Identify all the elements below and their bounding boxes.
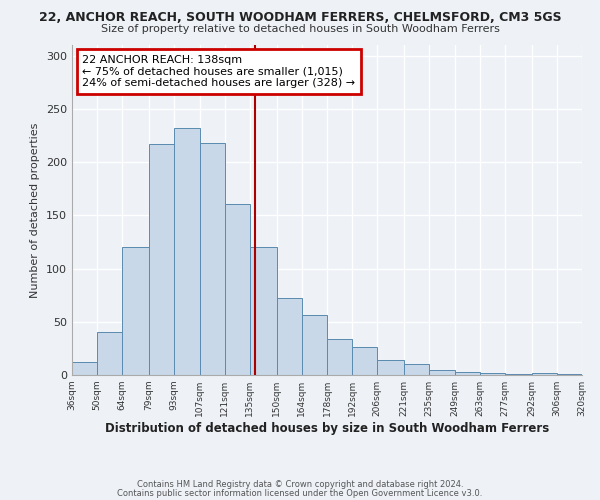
Bar [250,248,277,375]
Text: Contains HM Land Registry data © Crown copyright and database right 2024.: Contains HM Land Registry data © Crown c… [137,480,463,489]
Bar [455,372,479,375]
Bar [532,373,557,375]
Bar [149,144,175,375]
Bar [327,339,352,375]
Bar [479,373,505,375]
Bar [404,364,430,375]
Text: Contains public sector information licensed under the Open Government Licence v3: Contains public sector information licen… [118,489,482,498]
Bar [224,204,250,375]
Bar [72,362,97,375]
Text: Size of property relative to detached houses in South Woodham Ferrers: Size of property relative to detached ho… [101,24,499,34]
Bar [505,374,532,375]
Bar [97,332,122,375]
X-axis label: Distribution of detached houses by size in South Woodham Ferrers: Distribution of detached houses by size … [105,422,549,435]
Bar [122,248,149,375]
Bar [175,128,199,375]
Y-axis label: Number of detached properties: Number of detached properties [31,122,40,298]
Text: 22 ANCHOR REACH: 138sqm
← 75% of detached houses are smaller (1,015)
24% of semi: 22 ANCHOR REACH: 138sqm ← 75% of detache… [82,55,355,88]
Text: 22, ANCHOR REACH, SOUTH WOODHAM FERRERS, CHELMSFORD, CM3 5GS: 22, ANCHOR REACH, SOUTH WOODHAM FERRERS,… [38,11,562,24]
Bar [352,348,377,375]
Bar [302,316,327,375]
Bar [557,374,582,375]
Bar [377,360,404,375]
Bar [199,143,224,375]
Bar [277,298,302,375]
Bar [430,370,455,375]
